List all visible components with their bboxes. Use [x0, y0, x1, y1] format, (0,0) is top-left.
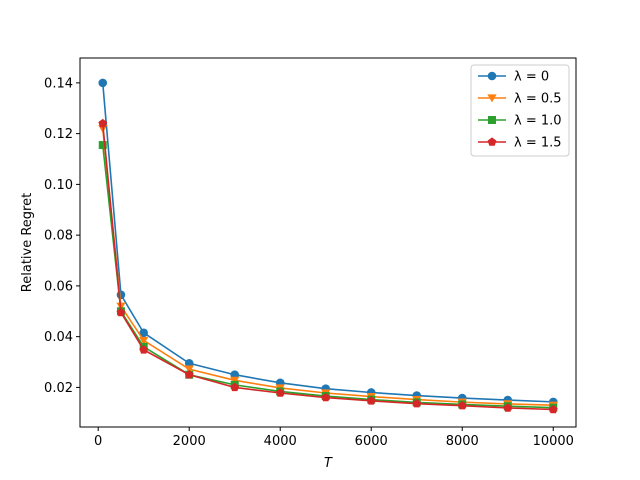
- legend: λ = 0 λ = 0.5 λ = 1.0 λ = 1.5: [470, 64, 570, 157]
- data-point: [98, 118, 108, 128]
- data-point: [139, 328, 149, 338]
- legend-marker: [488, 116, 496, 124]
- data-point: [275, 388, 285, 397]
- y-tick-label: 0.14: [44, 76, 73, 91]
- data-point: [230, 376, 240, 385]
- x-tick-label: 6000: [355, 434, 388, 449]
- series-3: [98, 118, 558, 414]
- y-tick-label: 0.04: [44, 330, 73, 345]
- legend-entry: λ = 0.5: [478, 92, 562, 107]
- data-point: [116, 290, 126, 300]
- series-line-0: [101, 82, 554, 403]
- x-tick-label: 10000: [533, 434, 574, 449]
- legend-label: λ = 1.5: [514, 136, 562, 151]
- y-tick-label: 0.08: [44, 229, 73, 244]
- axis-layer: 0 2000 4000 6000 8000 10000 0.02 0.04 0.06 0.08 0.…: [44, 76, 574, 449]
- legend-marker: [487, 71, 497, 81]
- legend-entry: λ = 1.0: [478, 114, 562, 129]
- data-point: [98, 78, 108, 88]
- legend-label: λ = 1.0: [514, 114, 562, 129]
- series-line-1: [101, 128, 554, 406]
- legend-entry: λ = 1.5: [478, 136, 562, 151]
- series-line-3: [101, 123, 554, 411]
- series-line-2: [101, 144, 554, 409]
- data-point: [230, 382, 240, 392]
- data-point: [321, 392, 331, 402]
- x-tick-label: 2000: [173, 434, 206, 449]
- x-tick-label: 0: [94, 434, 102, 449]
- data-point: [98, 141, 107, 150]
- y-axis-label: Relative Regret: [20, 193, 35, 292]
- y-tick-label: 0.10: [44, 178, 73, 193]
- plot-layer: [98, 78, 558, 414]
- x-tick-label: 4000: [264, 434, 297, 449]
- legend-box: [470, 64, 570, 157]
- data-point: [139, 345, 149, 354]
- legend-marker: [487, 94, 497, 103]
- y-tick-label: 0.02: [44, 381, 73, 396]
- x-tick-label: 8000: [446, 434, 479, 449]
- plot-frame: [79, 57, 577, 428]
- legend-label: λ = 0: [514, 70, 549, 85]
- legend-label: λ = 0.5: [514, 92, 562, 107]
- series-1: [98, 124, 558, 410]
- data-point: [184, 359, 194, 368]
- data-point: [503, 403, 513, 412]
- series-2: [98, 141, 558, 412]
- y-tick-label: 0.12: [44, 127, 73, 142]
- data-point: [139, 336, 149, 345]
- data-point: [412, 399, 422, 408]
- data-point: [457, 401, 467, 410]
- legend-marker: [487, 137, 497, 146]
- data-point: [184, 370, 194, 379]
- x-axis-label: T: [324, 456, 333, 471]
- data-point: [366, 396, 376, 405]
- data-point: [116, 307, 126, 317]
- y-tick-label: 0.06: [44, 279, 73, 294]
- data-point: [548, 404, 558, 414]
- legend-entry: λ = 0: [478, 70, 549, 85]
- data-point: [184, 365, 194, 374]
